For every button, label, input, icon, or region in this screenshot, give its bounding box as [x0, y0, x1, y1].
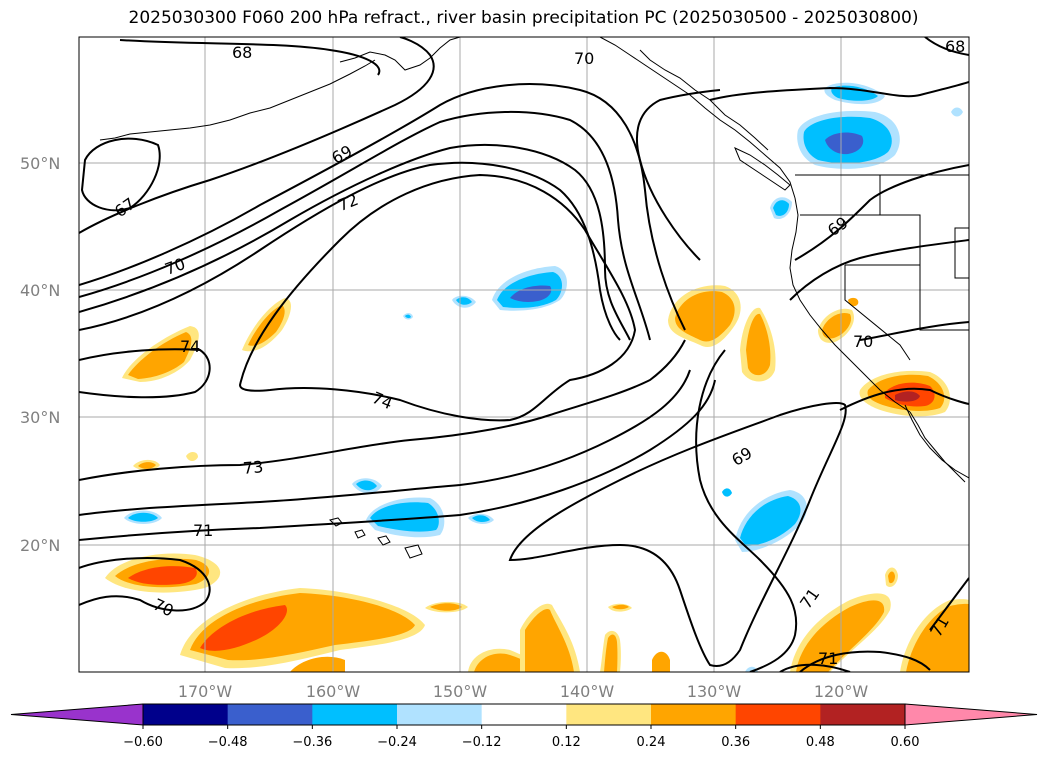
- lat-label: 30°N: [20, 408, 60, 427]
- colorbar-tick-label: 0.60: [891, 735, 920, 750]
- colorbar-tick-label: 0.48: [806, 735, 835, 750]
- contour-label: 69: [824, 213, 852, 240]
- contour-label: 73: [242, 457, 264, 478]
- latitude-labels: 50°N 40°N 30°N 20°N: [20, 154, 60, 555]
- contour-label: 70: [853, 332, 873, 351]
- lon-label: 120°W: [814, 682, 869, 701]
- plot-frame: [78, 36, 970, 673]
- colorbar-swatch: [735, 704, 821, 725]
- colorbar-tick-label: −0.24: [377, 735, 417, 750]
- colorbar-tick-label: 0.12: [552, 735, 581, 750]
- precip-negative-shading: [124, 82, 963, 672]
- contour-label: 70: [150, 595, 176, 621]
- colorbar-tick-label: −0.12: [462, 735, 502, 750]
- colorbar-swatch: [481, 704, 567, 725]
- refractivity-contours: [79, 37, 969, 672]
- colorbar-swatch: [227, 704, 313, 725]
- colorbar: −0.60 −0.48 −0.36 −0.24 −0.12 0.12 0.24 0.36 0.4…: [10, 703, 1038, 750]
- precip-positive-shading: [105, 285, 969, 672]
- graticule: [79, 37, 969, 672]
- lat-label: 50°N: [20, 154, 60, 173]
- contour-label: 70: [574, 49, 594, 68]
- colorbar-swatch: [820, 704, 906, 725]
- contour-label: 68: [232, 43, 252, 62]
- colorbar-tick-label: −0.60: [123, 735, 163, 750]
- colorbar-swatch: [651, 704, 737, 725]
- lon-label: 140°W: [560, 682, 615, 701]
- lat-label: 40°N: [20, 281, 60, 300]
- colorbar-frame: [142, 703, 906, 726]
- contour-label: 68: [945, 37, 965, 56]
- contour-label: 67: [111, 194, 139, 221]
- plot-area: 68 70 68 67 69 72 70 74 69 74 73 69 71 7…: [79, 37, 969, 672]
- coastlines: [99, 37, 969, 559]
- colorbar-swatch: [397, 704, 483, 725]
- contour-label: 74: [180, 337, 200, 356]
- colorbar-swatch: [566, 704, 652, 725]
- lon-label: 160°W: [306, 682, 361, 701]
- contour-label: 71: [193, 521, 213, 540]
- longitude-labels: 170°W 160°W 150°W 140°W 130°W 120°W: [178, 682, 869, 701]
- colorbar-tick-label: −0.36: [292, 735, 332, 750]
- colorbar-swatch: [312, 704, 398, 725]
- colorbar-extend-max: [904, 703, 1038, 726]
- colorbar-tick-label: −0.48: [208, 735, 248, 750]
- contour-label: 74: [369, 388, 395, 413]
- lon-label: 150°W: [433, 682, 488, 701]
- contour-label: 71: [796, 585, 823, 613]
- contour-label: 69: [728, 443, 755, 470]
- lon-label: 170°W: [178, 682, 233, 701]
- lon-label: 130°W: [687, 682, 742, 701]
- colorbar-extend-min: [10, 703, 144, 726]
- colorbar-tick-label: 0.24: [637, 735, 666, 750]
- map-title: 2025030300 F060 200 hPa refract., river …: [128, 8, 919, 28]
- lat-label: 20°N: [20, 536, 60, 555]
- contour-label: 71: [818, 649, 838, 668]
- colorbar-swatch: [143, 704, 229, 725]
- colorbar-tick-label: 0.36: [721, 735, 750, 750]
